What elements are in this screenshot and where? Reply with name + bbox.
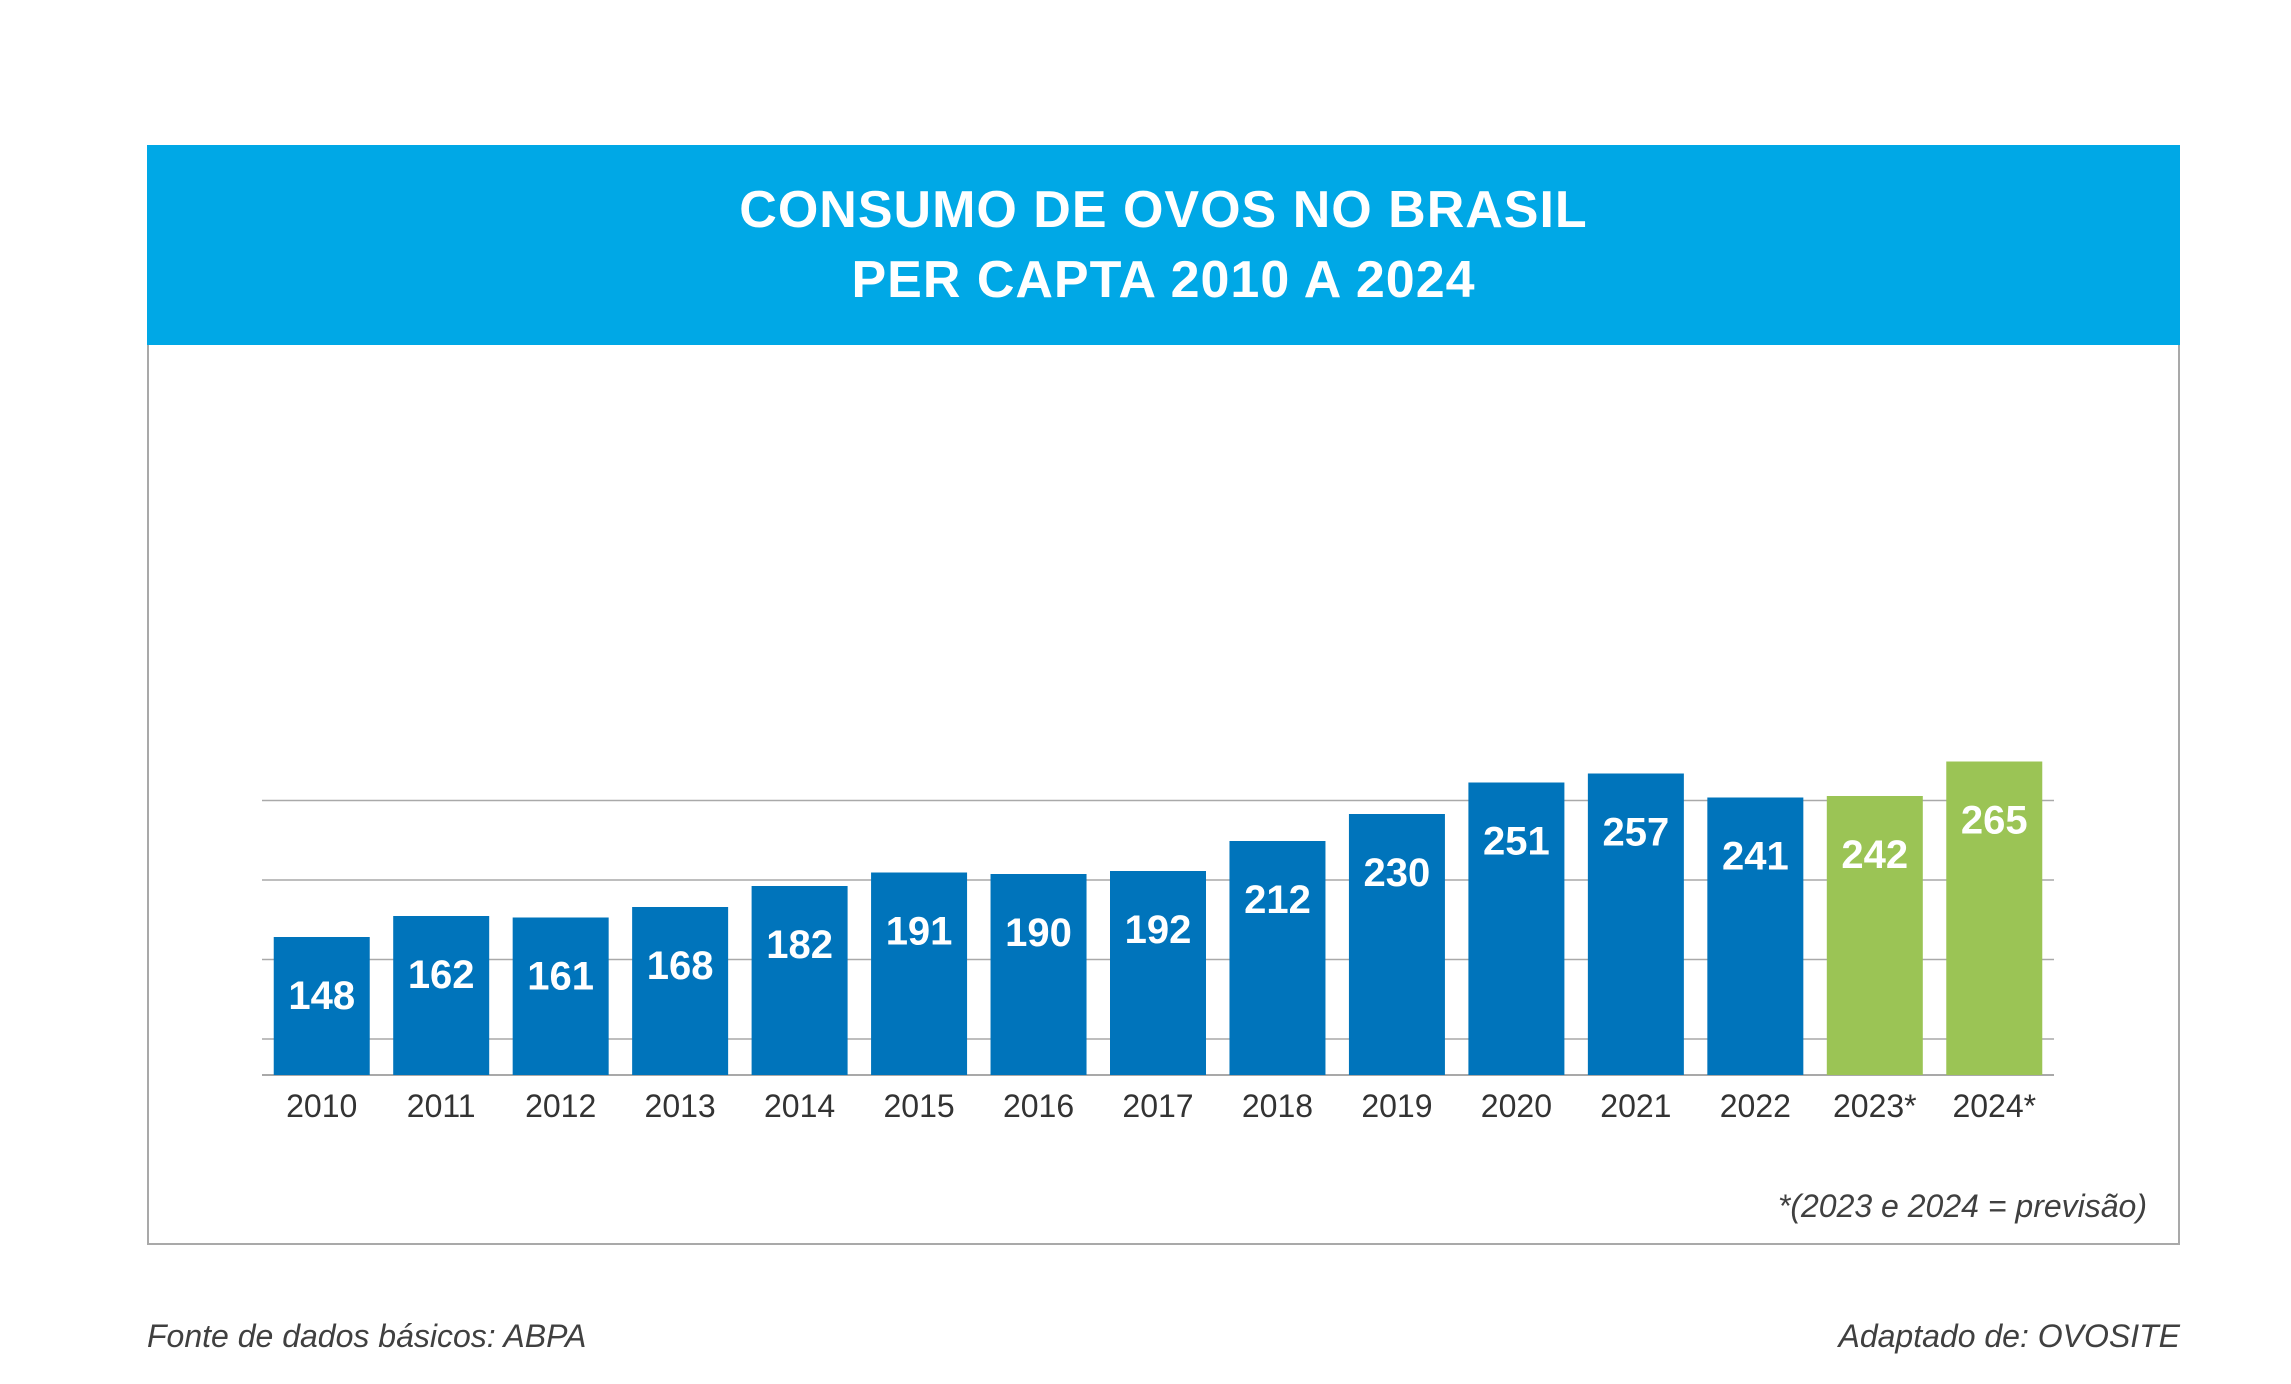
- bar-value-label: 257: [1602, 811, 1669, 855]
- x-tick-label: 2015: [883, 1088, 954, 1124]
- x-tick-label: 2014: [764, 1088, 835, 1124]
- bar-2013: [632, 907, 729, 1075]
- bar-2019: [1348, 814, 1445, 1075]
- x-tick-label: 2012: [525, 1088, 596, 1124]
- bar-2023-forecast: [1826, 796, 1923, 1075]
- bar-value-label: 182: [766, 923, 833, 967]
- x-tick-label: 2023*: [1833, 1088, 1917, 1124]
- bar-value-label: 191: [886, 910, 953, 954]
- bar-value-label: 242: [1841, 833, 1908, 877]
- forecast-footnote: *(2023 e 2024 = previsão): [1777, 1188, 2147, 1224]
- bar-value-label: 168: [647, 944, 714, 988]
- bar-value-label: 162: [408, 953, 475, 997]
- data-source: Fonte de dados básicos: ABPA: [147, 1318, 587, 1354]
- bar-2016: [990, 874, 1087, 1075]
- bar-2015: [871, 872, 968, 1075]
- bar-value-label: 230: [1364, 851, 1431, 895]
- x-tick-label: 2018: [1242, 1088, 1313, 1124]
- x-tick-label: 2020: [1481, 1088, 1552, 1124]
- bar-2020: [1468, 782, 1565, 1075]
- x-tick-label: 2024*: [1952, 1088, 2036, 1124]
- x-tick-label: 2011: [407, 1088, 476, 1124]
- bar-value-label: 192: [1125, 908, 1192, 952]
- x-tick-label: 2019: [1361, 1088, 1432, 1124]
- bar-value-label: 161: [527, 955, 594, 999]
- bar-2018: [1229, 841, 1326, 1075]
- bar-value-label: 190: [1005, 911, 1072, 955]
- bar-2021: [1587, 773, 1684, 1075]
- x-tick-label: 2010: [286, 1088, 357, 1124]
- bar-2012: [512, 917, 609, 1075]
- x-tick-label: 2016: [1003, 1088, 1074, 1124]
- bar-2017: [1110, 871, 1206, 1075]
- bar-2014: [751, 886, 848, 1075]
- chart-title-line-1: CONSUMO DE OVOS NO BRASIL: [739, 181, 1588, 239]
- chart-header: CONSUMO DE OVOS NO BRASIL PER CAPTA 2010…: [147, 145, 2180, 345]
- bar-2011: [393, 916, 490, 1075]
- bar-value-label: 212: [1244, 878, 1311, 922]
- bar-2022: [1707, 797, 1804, 1075]
- x-tick-label: 2021: [1600, 1088, 1671, 1124]
- x-tick-label: 2022: [1720, 1088, 1791, 1124]
- chart-title-line-2: PER CAPTA 2010 A 2024: [851, 251, 1476, 309]
- bar-2010: [273, 937, 370, 1075]
- bar-2024-forecast: [1946, 761, 2043, 1075]
- x-tick-label: 2013: [645, 1088, 716, 1124]
- x-tick-label: 2017: [1122, 1088, 1193, 1124]
- adapted-from: Adaptado de: OVOSITE: [1838, 1318, 2180, 1354]
- bar-value-label: 265: [1961, 799, 2028, 843]
- bar-value-label: 241: [1722, 835, 1789, 879]
- bar-value-label: 148: [288, 974, 355, 1018]
- bar-value-label: 251: [1483, 820, 1550, 864]
